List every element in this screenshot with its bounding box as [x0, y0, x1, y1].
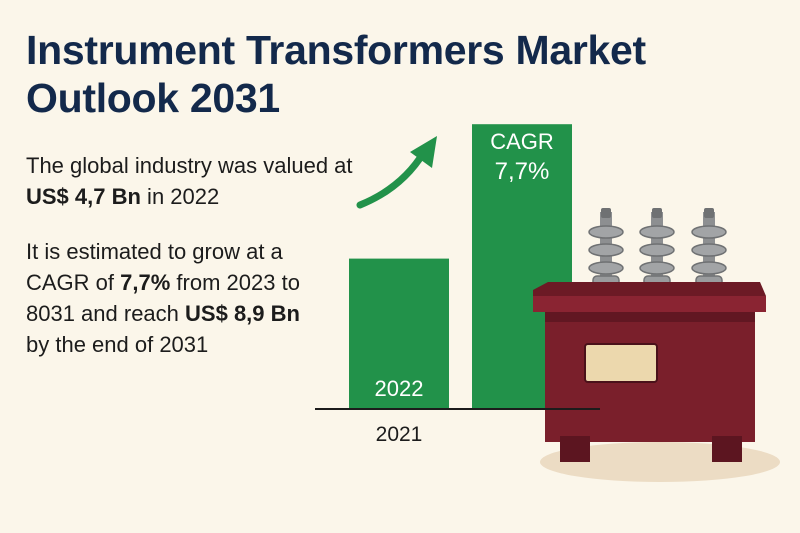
valuation-amount: US$ 4,7 Bn: [26, 184, 141, 209]
bar-label-2022: 2022: [375, 376, 424, 401]
transformer-icon: [533, 208, 780, 482]
valuation-text: The global industry was valued at US$ 4,…: [26, 150, 366, 212]
x-tick-label-2021: 2021: [376, 423, 423, 446]
forecast-cagr: 7,7%: [120, 270, 171, 295]
bar-2021: [349, 258, 449, 409]
title-line-2: Outlook 2031: [26, 75, 280, 121]
cagr-value: 7,7%: [495, 158, 550, 185]
forecast-text-3: by the end of 2031: [26, 332, 209, 357]
valuation-text-2: in 2022: [140, 184, 220, 209]
cagr-label: CAGR: [490, 129, 554, 154]
forecast-amount: US$ 8,9 Bn: [185, 301, 300, 326]
forecast-text-1: It is estimated to grow at a CAGR of: [26, 239, 283, 295]
growth-arrowhead-icon: [410, 136, 437, 168]
forecast-text-2: from 2023 to 8031 and reach: [26, 270, 300, 326]
growth-arrow-icon: [356, 148, 428, 209]
page-title: Instrument Transformers Market Outlook 2…: [26, 26, 766, 122]
title-line-1: Instrument Transformers Market: [26, 27, 646, 73]
valuation-text-1: The global industry was valued at: [26, 153, 353, 178]
forecast-text: It is estimated to grow at a CAGR of 7,7…: [26, 236, 326, 360]
